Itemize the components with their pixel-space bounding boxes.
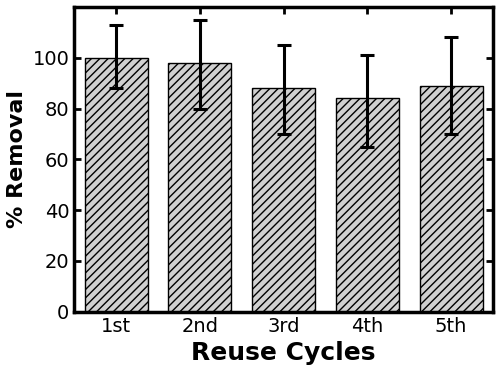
Bar <box>84 58 148 312</box>
Bar <box>420 86 482 312</box>
Y-axis label: % Removal: % Removal <box>7 90 27 228</box>
Bar <box>336 98 399 312</box>
Bar <box>252 88 315 312</box>
Bar <box>168 63 232 312</box>
X-axis label: Reuse Cycles: Reuse Cycles <box>192 341 376 365</box>
